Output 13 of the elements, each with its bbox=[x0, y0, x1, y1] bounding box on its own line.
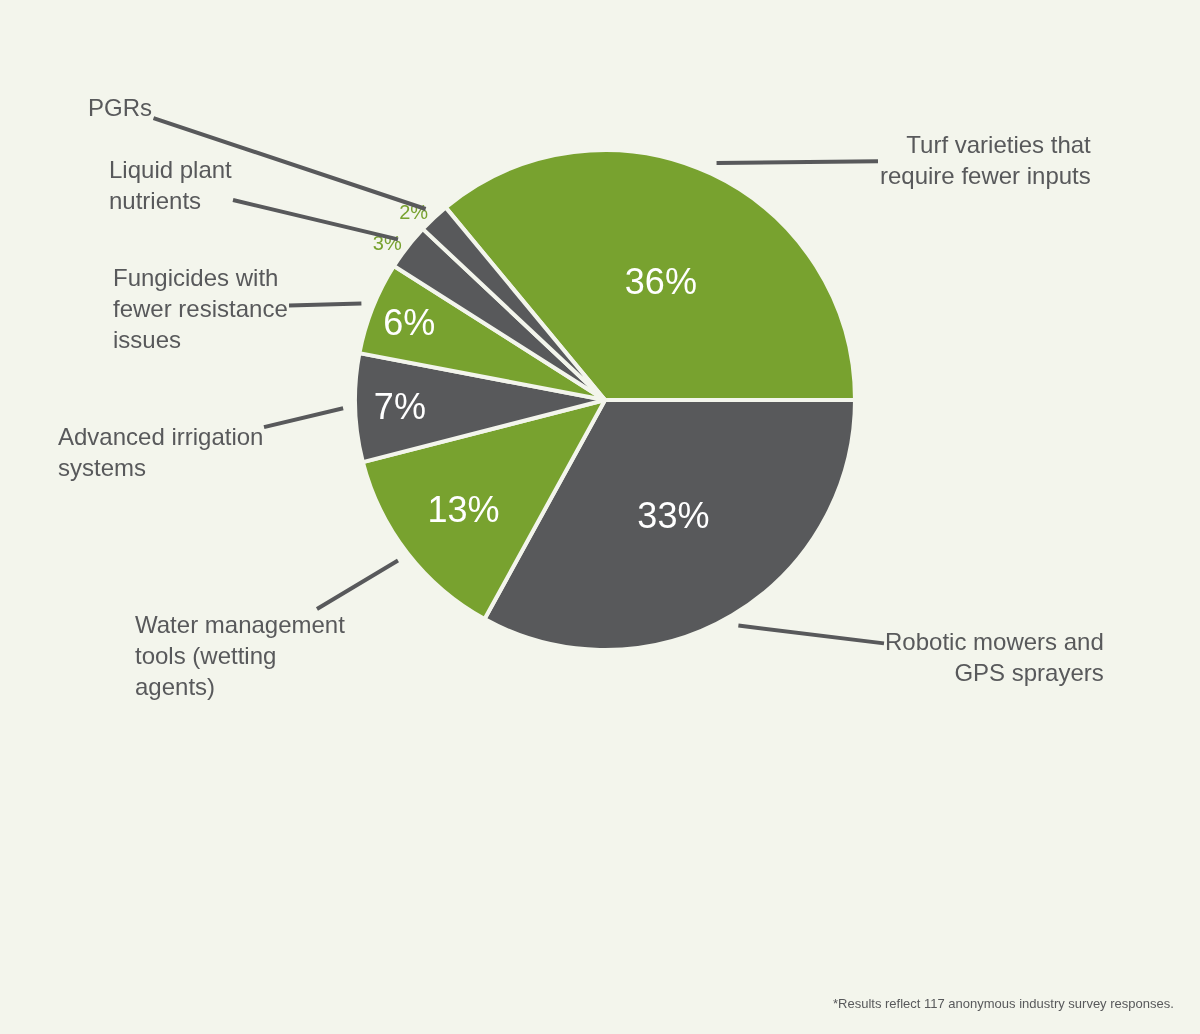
data-label: 7% bbox=[373, 385, 426, 427]
slice-label: Turf varieties that require fewer inputs bbox=[880, 131, 1092, 190]
data-label: 33% bbox=[637, 495, 710, 537]
slice-label: Fungicides with fewer resistance issues bbox=[113, 264, 288, 354]
text: *Results reflect 117 anonymous industry survey responses. bbox=[833, 996, 1174, 1011]
slice-label: Robotic mowers and GPS sprayers bbox=[885, 628, 1104, 687]
slice-label: Liquid plant nutrients bbox=[109, 156, 233, 215]
slice-label: PGRs bbox=[88, 94, 153, 121]
data-label: 36% bbox=[624, 260, 697, 302]
data-label: 13% bbox=[427, 489, 500, 531]
slice-label: Water management tools (wetting agents) bbox=[135, 611, 346, 701]
slice-label: Advanced irrigation systems bbox=[58, 423, 264, 482]
data-label: 6% bbox=[383, 301, 436, 343]
